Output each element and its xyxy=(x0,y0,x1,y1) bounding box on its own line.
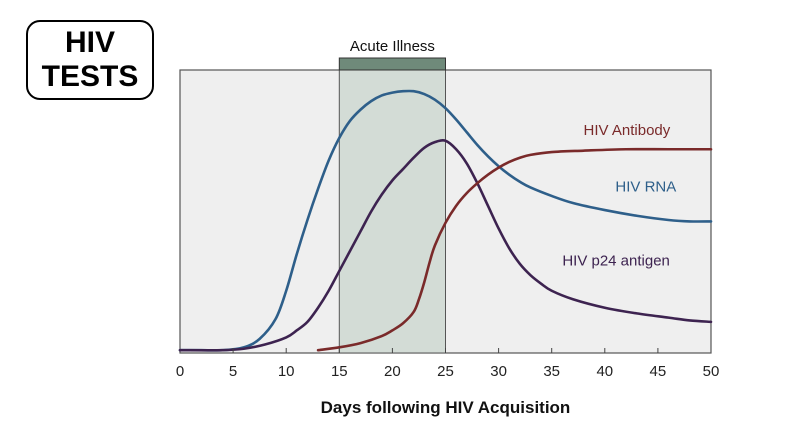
hiv-tests-badge: HIV TESTS xyxy=(26,20,154,100)
x-tick-label: 0 xyxy=(176,363,184,380)
acute-illness-band xyxy=(338,69,446,354)
x-tick-label: 45 xyxy=(650,363,667,380)
x-tick-label: 15 xyxy=(331,363,348,380)
x-tick-label: 25 xyxy=(437,363,454,380)
badge-line-2: TESTS xyxy=(41,60,139,93)
x-tick-label: 10 xyxy=(278,363,295,380)
series-label-hiv-rna: HIV RNA xyxy=(615,179,676,196)
series-line-hiv-antibody xyxy=(316,147,713,352)
acute-illness-header xyxy=(338,57,446,71)
x-tick-label: 5 xyxy=(229,363,237,380)
series-label-hiv-p24-antigen: HIV p24 antigen xyxy=(562,252,670,269)
series-line-hiv-p24-antigen xyxy=(178,139,713,352)
x-axis-label: Days following HIV Acquisition xyxy=(321,398,571,417)
x-tick-label: 50 xyxy=(703,363,720,380)
series-label-hiv-antibody: HIV Antibody xyxy=(584,122,671,139)
acute-illness-label: Acute Illness xyxy=(350,38,435,55)
x-tick-label: 40 xyxy=(596,363,613,380)
badge-line-1: HIV xyxy=(64,26,115,59)
x-tick-label: 20 xyxy=(384,363,401,380)
x-tick-label: 30 xyxy=(490,363,507,380)
x-tick-label: 35 xyxy=(543,363,560,380)
series-line-hiv-rna xyxy=(178,89,713,352)
